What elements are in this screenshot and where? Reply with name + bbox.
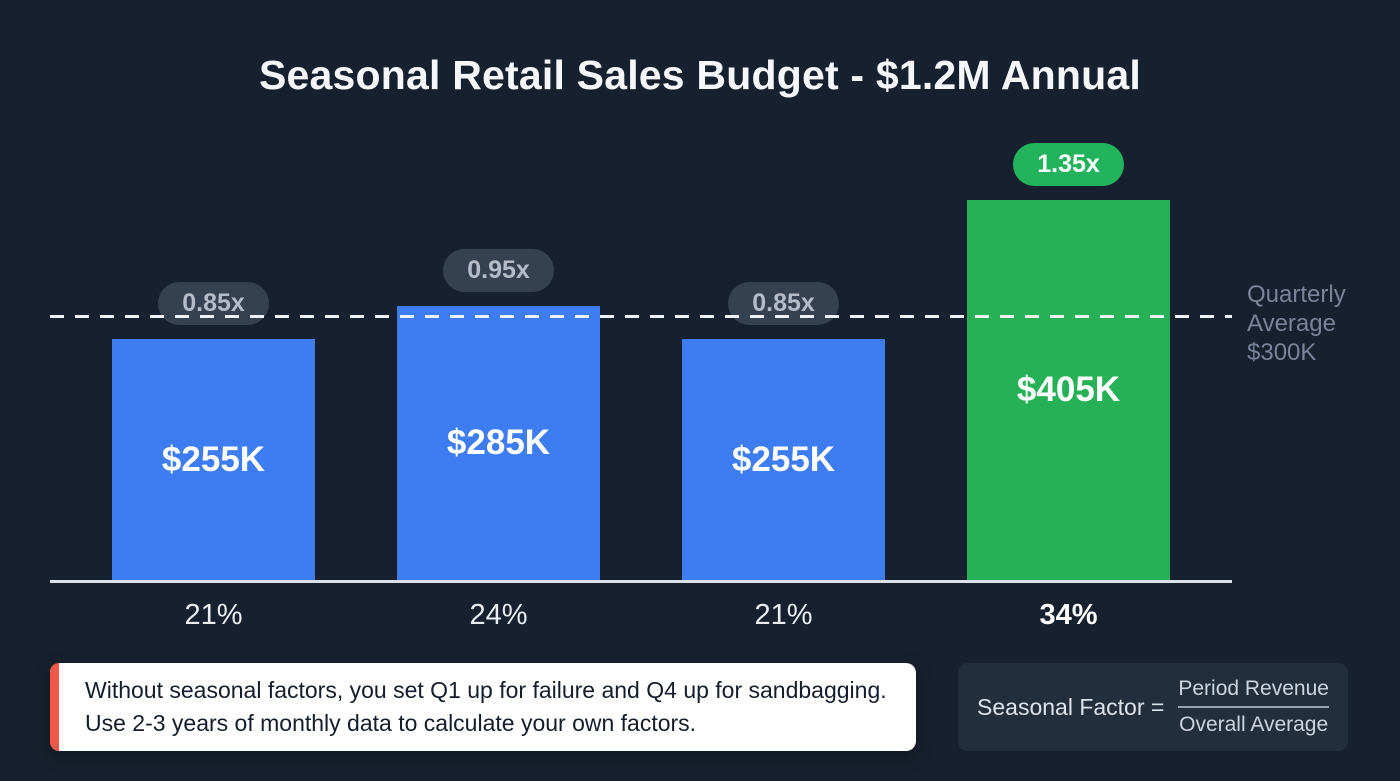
percent-q2: 24% xyxy=(469,599,528,631)
formula-fraction: Period Revenue Overall Average xyxy=(1178,676,1329,739)
formula-numerator: Period Revenue xyxy=(1178,676,1329,700)
bar-column-q3: 0.85x $255K xyxy=(682,143,885,580)
bar-column-q2: 0.95x $285K xyxy=(397,143,600,580)
bar-q3: $255K xyxy=(682,339,885,580)
bar-value-q4: $405K xyxy=(1016,370,1121,409)
percent-q3: 21% xyxy=(754,599,813,631)
factor-badge-q2: 0.95x xyxy=(443,249,554,292)
average-line-label: Quarterly Average $300K xyxy=(1247,281,1346,366)
bar-value-q2: $285K xyxy=(446,423,551,462)
average-reference-line xyxy=(50,315,1232,318)
note-text: Without seasonal factors, you set Q1 up … xyxy=(85,677,887,736)
percent-row: 21% 24% 21% 34% xyxy=(50,599,1232,632)
formula-card: Seasonal Factor = Period Revenue Overall… xyxy=(958,663,1348,751)
percent-q1: 21% xyxy=(184,599,243,631)
formula-denominator: Overall Average xyxy=(1179,713,1329,736)
factor-badge-q4: 1.35x xyxy=(1013,143,1124,186)
formula-label: Seasonal Factor = xyxy=(977,693,1165,720)
bar-value-q1: $255K xyxy=(161,439,266,479)
bar-column-q4: 1.35x $405K xyxy=(967,143,1170,580)
bar-q1: $255K xyxy=(112,339,315,580)
fraction-divider xyxy=(1178,706,1329,708)
bar-chart: 0.85x $255K 0.95x $285K 0.85x $255K 1.35… xyxy=(50,143,1232,583)
bar-q2: $285K xyxy=(397,306,600,580)
note-accent-bar xyxy=(50,663,59,751)
percent-q4: 34% xyxy=(1039,599,1098,631)
bar-column-q1: 0.85x $255K xyxy=(112,143,315,580)
bar-value-q3: $255K xyxy=(731,439,836,479)
factor-badge-q1: 0.85x xyxy=(158,282,269,325)
bar-q4: $405K xyxy=(967,200,1170,580)
insight-note-card: Without seasonal factors, you set Q1 up … xyxy=(50,663,916,751)
chart-title: Seasonal Retail Sales Budget - $1.2M Ann… xyxy=(259,52,1141,98)
factor-badge-q3: 0.85x xyxy=(728,282,839,325)
